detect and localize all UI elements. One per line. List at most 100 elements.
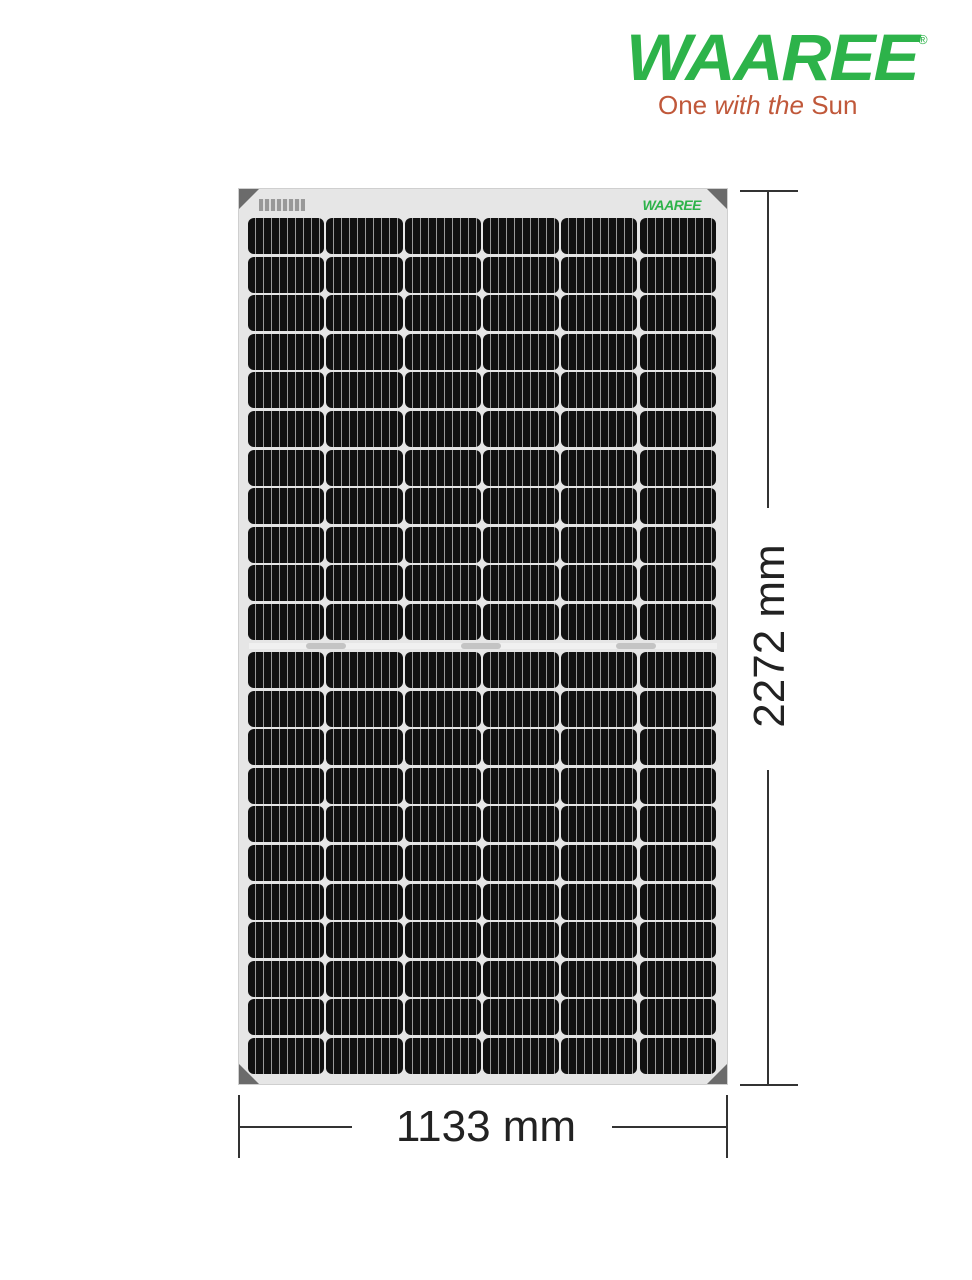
solar-cell <box>482 256 560 293</box>
solar-cell <box>561 1038 638 1075</box>
solar-cell <box>561 218 638 255</box>
solar-cell <box>404 729 481 766</box>
solar-cell <box>248 883 325 920</box>
solar-cell <box>404 1038 481 1075</box>
solar-cell <box>561 565 638 602</box>
solar-cell <box>482 690 560 727</box>
solar-cell <box>248 449 325 486</box>
solar-cell <box>482 922 560 959</box>
solar-cell <box>326 295 403 332</box>
solar-cell <box>248 218 325 255</box>
solar-cell <box>404 767 481 804</box>
solar-cell <box>248 652 325 689</box>
solar-cell <box>482 565 560 602</box>
solar-cell <box>248 565 325 602</box>
solar-cell <box>404 218 481 255</box>
solar-cell <box>482 806 560 843</box>
solar-cell <box>248 845 325 882</box>
solar-cell <box>482 526 560 563</box>
solar-cell <box>404 256 481 293</box>
registered-mark: ® <box>918 32 928 47</box>
solar-cell <box>326 922 403 959</box>
panel-brand-label: WAAREE <box>642 197 702 213</box>
solar-cell <box>404 806 481 843</box>
solar-cell <box>639 256 716 293</box>
solar-cell <box>326 411 403 448</box>
solar-cell <box>482 604 560 641</box>
solar-cell <box>404 999 481 1036</box>
solar-cell <box>404 883 481 920</box>
solar-cell <box>561 729 638 766</box>
solar-cell <box>561 488 638 525</box>
solar-cell <box>326 449 403 486</box>
solar-cell <box>482 845 560 882</box>
solar-cell <box>326 652 403 689</box>
solar-cell <box>639 767 716 804</box>
solar-cell <box>248 806 325 843</box>
solar-cell <box>639 604 716 641</box>
solar-cell <box>326 604 403 641</box>
solar-cell <box>561 883 638 920</box>
solar-cell <box>326 1038 403 1075</box>
solar-cell <box>404 690 481 727</box>
solar-cell <box>639 999 716 1036</box>
solar-cell <box>482 449 560 486</box>
solar-cell <box>326 218 403 255</box>
solar-cell <box>404 652 481 689</box>
solar-cell <box>639 218 716 255</box>
solar-panel: WAAREE <box>238 188 728 1085</box>
junction-box <box>306 643 346 649</box>
solar-cell <box>326 767 403 804</box>
solar-cell <box>326 565 403 602</box>
solar-cell <box>482 999 560 1036</box>
solar-cell <box>404 333 481 370</box>
solar-cell <box>639 295 716 332</box>
solar-cell <box>248 333 325 370</box>
solar-cell <box>561 652 638 689</box>
junction-box <box>616 643 656 649</box>
solar-cell <box>248 256 325 293</box>
solar-cell <box>326 488 403 525</box>
solar-cell <box>561 845 638 882</box>
solar-cell <box>248 411 325 448</box>
solar-cell <box>326 690 403 727</box>
solar-cell <box>404 604 481 641</box>
logo-tagline: One with the Sun <box>658 90 858 120</box>
solar-cell <box>639 652 716 689</box>
solar-cell <box>561 372 638 409</box>
solar-cell <box>248 922 325 959</box>
solar-cell <box>326 845 403 882</box>
solar-cell <box>561 449 638 486</box>
waaree-logo: WAAREE ® One with the Sun <box>626 22 946 122</box>
solar-cell <box>482 652 560 689</box>
solar-cell <box>639 526 716 563</box>
solar-cell <box>639 729 716 766</box>
solar-cell <box>561 767 638 804</box>
barcode-label <box>259 199 305 211</box>
solar-cell <box>404 845 481 882</box>
solar-cell <box>326 999 403 1036</box>
solar-cell <box>404 295 481 332</box>
solar-cell <box>482 411 560 448</box>
solar-cell <box>482 295 560 332</box>
solar-cell <box>326 806 403 843</box>
corner-bracket <box>707 189 727 209</box>
solar-cell <box>404 960 481 997</box>
solar-cell <box>326 256 403 293</box>
solar-cell <box>561 999 638 1036</box>
height-dimension-label: 2272 mm <box>745 544 794 728</box>
solar-cell <box>482 333 560 370</box>
solar-cell <box>248 729 325 766</box>
solar-cell <box>248 488 325 525</box>
solar-cell <box>482 1038 560 1075</box>
solar-cell <box>561 256 638 293</box>
solar-cell <box>482 488 560 525</box>
solar-cell <box>404 488 481 525</box>
solar-cell <box>248 295 325 332</box>
solar-cell <box>482 218 560 255</box>
solar-cell <box>639 845 716 882</box>
solar-cell <box>326 883 403 920</box>
solar-cell <box>404 372 481 409</box>
solar-cell <box>561 295 638 332</box>
solar-cell <box>561 604 638 641</box>
